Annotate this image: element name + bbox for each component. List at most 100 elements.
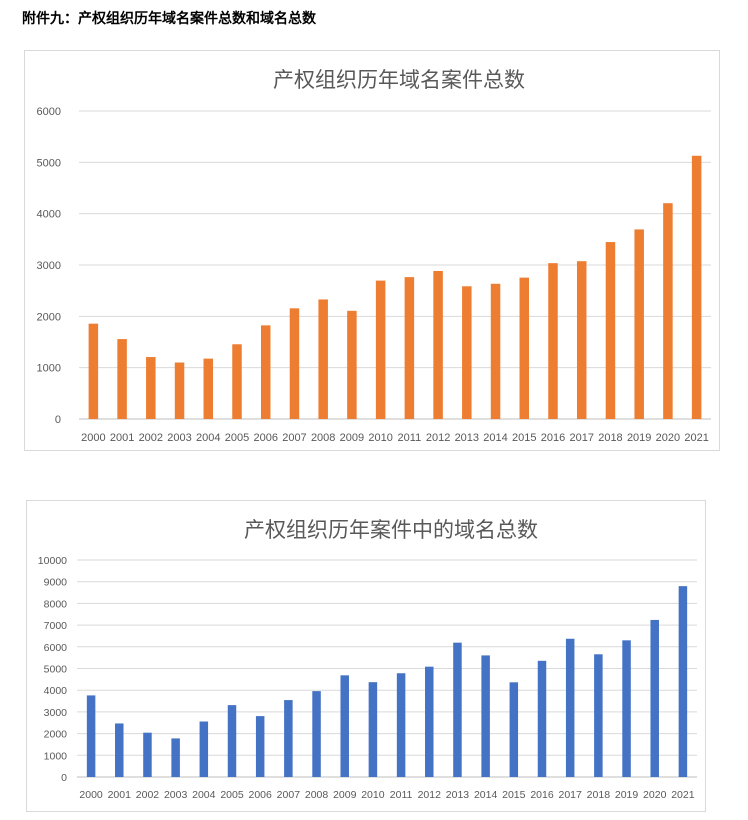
domain-chart-bar [509, 682, 519, 777]
domain-chart-bar [115, 723, 124, 777]
case-chart-x-tick-label: 2003 [167, 432, 191, 444]
case-chart-y-tick-label: 4000 [37, 209, 61, 221]
domain-chart-x-tick-label: 2001 [108, 789, 132, 801]
case-chart-y-tick-label: 3000 [37, 260, 61, 272]
case-chart-x-tick-label: 2004 [196, 432, 220, 444]
domain-chart-x-tick-label: 2000 [79, 789, 103, 801]
domain-chart-bar [312, 691, 321, 777]
case-count-chart-svg: 产权组织历年域名案件总数 0 1000 2000 3000 4000 5000 6000 200… [37, 68, 711, 444]
domain-chart-bar [368, 682, 378, 777]
domain-chart-x-tick-label: 2012 [418, 789, 442, 801]
domain-chart-y-tick-label: 5000 [44, 664, 68, 676]
case-chart-y-tick-label: 6000 [37, 106, 61, 118]
case-chart-title: 产权组织历年域名案件总数 [273, 68, 525, 92]
domain-chart-y-tick-label: 3000 [44, 707, 68, 719]
case-chart-bar [318, 299, 328, 419]
case-chart-x-tick-label: 2016 [541, 432, 565, 444]
domain-chart-bar [622, 640, 631, 777]
domain-chart-y-tick-label: 10000 [38, 555, 67, 567]
domain-count-chart: 产权组织历年案件中的域名总数 0 1000 2000 3000 4000 5000 6000 7… [26, 500, 706, 812]
domain-chart-y-tick-label: 9000 [44, 577, 68, 589]
case-chart-bar [433, 270, 443, 419]
domain-chart-x-tick-label: 2007 [277, 789, 301, 801]
domain-chart-bar [171, 738, 180, 777]
case-chart-bar [576, 261, 587, 419]
domain-chart-bar [565, 638, 575, 777]
domain-chart-title: 产权组织历年案件中的域名总数 [244, 518, 538, 542]
domain-chart-bar [86, 695, 96, 777]
case-chart-y-tick-label: 2000 [37, 311, 61, 323]
case-chart-x-tick-label: 2019 [627, 432, 651, 444]
case-chart-x-tick-label: 2002 [139, 432, 163, 444]
case-chart-bar [404, 277, 415, 419]
domain-chart-y-tick-label: 4000 [44, 685, 68, 697]
domain-chart-x-tick-label: 2016 [530, 789, 554, 801]
domain-chart-x-tick-label: 2015 [502, 789, 526, 801]
domain-chart-bar [199, 721, 209, 777]
case-chart-bar [174, 362, 185, 419]
case-chart-x-tick-label: 2007 [282, 432, 306, 444]
domain-chart-x-tick-label: 2020 [643, 789, 667, 801]
domain-chart-x-tick-label: 2019 [615, 789, 639, 801]
case-chart-x-tick-label: 2006 [253, 432, 277, 444]
case-chart-bar [375, 280, 386, 419]
domain-chart-bar [594, 654, 603, 777]
domain-chart-y-tick-label: 6000 [44, 642, 68, 654]
case-chart-bar [490, 283, 501, 419]
case-chart-x-tick-label: 2011 [398, 432, 422, 444]
case-chart-x-tick-label: 2015 [512, 432, 536, 444]
domain-chart-x-tick-label: 2006 [249, 789, 273, 801]
case-chart-x-tick-label: 2009 [340, 432, 364, 444]
case-chart-bar [663, 203, 673, 419]
case-chart-x-tick-label: 2012 [426, 432, 450, 444]
domain-chart-bar [340, 675, 349, 777]
domain-chart-x-tick-label: 2013 [446, 789, 470, 801]
case-chart-y-tick-label: 0 [55, 414, 61, 426]
case-chart-bar [117, 339, 127, 419]
domain-chart-bar [678, 586, 688, 777]
case-chart-bar [203, 358, 214, 419]
domain-chart-x-tick-label: 2011 [390, 789, 413, 801]
domain-chart-x-tick-label: 2005 [220, 789, 244, 801]
case-chart-bar [232, 344, 242, 419]
domain-chart-bar [481, 655, 490, 777]
case-chart-bar [605, 242, 616, 419]
case-chart-bar [260, 325, 271, 419]
case-chart-bar [462, 286, 472, 419]
page-heading: 附件九：产权组织历年域名案件总数和域名总数 [22, 11, 316, 27]
case-chart-x-tick-label: 2008 [311, 432, 335, 444]
case-chart-bar [146, 357, 156, 419]
case-chart-bar [691, 155, 702, 419]
domain-chart-bar [255, 716, 265, 777]
domain-chart-y-tick-label: 8000 [44, 598, 68, 610]
case-count-chart: 产权组织历年域名案件总数 0 1000 2000 3000 4000 5000 6000 200… [24, 50, 720, 451]
domain-chart-y-tick-label: 7000 [44, 620, 68, 632]
case-chart-x-tick-label: 2017 [569, 432, 593, 444]
case-chart-bar [289, 308, 300, 419]
case-chart-y-tick-label: 5000 [37, 157, 61, 169]
case-chart-bar [88, 323, 99, 419]
case-chart-bar [519, 277, 530, 419]
case-chart-x-tick-label: 2013 [455, 432, 479, 444]
case-chart-x-tick-label: 2014 [483, 432, 507, 444]
domain-chart-y-tick-label: 1000 [44, 750, 68, 762]
domain-chart-bar [227, 705, 237, 777]
case-chart-y-tick-label: 1000 [37, 363, 61, 375]
domain-chart-bar [537, 660, 547, 777]
domain-chart-x-tick-label: 2014 [474, 789, 498, 801]
case-chart-x-tick-label: 2001 [110, 432, 134, 444]
domain-chart-y-tick-label: 0 [61, 772, 67, 784]
domain-chart-x-tick-label: 2008 [305, 789, 329, 801]
domain-chart-y-tick-label: 2000 [44, 729, 68, 741]
domain-chart-x-tick-label: 2002 [136, 789, 160, 801]
case-chart-x-tick-label: 2000 [81, 432, 105, 444]
domain-chart-bar [425, 666, 434, 777]
case-chart-x-tick-label: 2020 [656, 432, 680, 444]
domain-count-chart-svg: 产权组织历年案件中的域名总数 0 1000 2000 3000 4000 5000 6000 7… [38, 518, 697, 801]
domain-chart-bar [284, 700, 293, 777]
case-chart-x-tick-label: 2021 [684, 432, 708, 444]
domain-chart-x-tick-label: 2003 [164, 789, 188, 801]
domain-chart-x-tick-label: 2004 [192, 789, 216, 801]
case-chart-bar [548, 263, 558, 419]
domain-chart-bar [143, 732, 152, 777]
